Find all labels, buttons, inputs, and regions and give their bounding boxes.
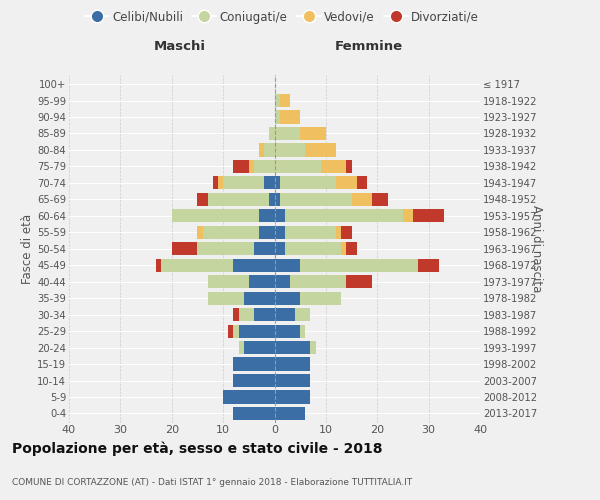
Bar (346, 160, 352, 173)
Bar (403, 209, 413, 222)
Bar (208, 292, 244, 304)
Bar (264, 144, 275, 156)
Bar (197, 242, 254, 256)
Bar (300, 127, 326, 140)
Bar (269, 127, 275, 140)
Bar (239, 308, 254, 321)
Bar (208, 193, 269, 206)
Bar (264, 176, 275, 190)
Bar (413, 209, 444, 222)
Bar (285, 242, 341, 256)
Bar (254, 160, 275, 173)
Bar (372, 193, 388, 206)
Bar (280, 193, 352, 206)
Bar (275, 176, 280, 190)
Bar (300, 258, 418, 272)
Bar (305, 144, 336, 156)
Bar (275, 341, 310, 354)
Bar (233, 324, 239, 338)
Text: Popolazione per età, sesso e stato civile - 2018: Popolazione per età, sesso e stato civil… (12, 441, 383, 456)
Bar (233, 308, 239, 321)
Bar (275, 275, 290, 288)
Bar (269, 193, 275, 206)
Bar (275, 110, 280, 124)
Text: COMUNE DI CORTAZZONE (AT) - Dati ISTAT 1° gennaio 2018 - Elaborazione TUTTITALIA: COMUNE DI CORTAZZONE (AT) - Dati ISTAT 1… (12, 478, 412, 487)
Bar (259, 209, 275, 222)
Bar (244, 292, 275, 304)
Bar (275, 324, 300, 338)
Bar (172, 209, 259, 222)
Bar (223, 390, 275, 404)
Bar (233, 407, 275, 420)
Bar (275, 226, 285, 239)
Bar (280, 94, 290, 107)
Bar (275, 144, 305, 156)
Bar (300, 292, 341, 304)
Bar (275, 193, 280, 206)
Bar (280, 176, 336, 190)
Bar (213, 176, 218, 190)
Text: Femmine: Femmine (335, 40, 403, 52)
Bar (275, 407, 305, 420)
Bar (197, 193, 208, 206)
Bar (356, 176, 367, 190)
Bar (352, 193, 372, 206)
Bar (275, 242, 285, 256)
Bar (300, 324, 305, 338)
Bar (239, 341, 244, 354)
Bar (275, 94, 280, 107)
Y-axis label: Anni di nascita: Anni di nascita (530, 205, 543, 292)
Bar (249, 275, 275, 288)
Bar (172, 242, 197, 256)
Bar (239, 324, 275, 338)
Y-axis label: Fasce di età: Fasce di età (22, 214, 34, 284)
Bar (223, 176, 264, 190)
Bar (254, 242, 275, 256)
Bar (275, 374, 310, 387)
Bar (346, 242, 356, 256)
Bar (310, 341, 316, 354)
Bar (275, 390, 310, 404)
Bar (285, 226, 336, 239)
Bar (259, 226, 275, 239)
Bar (203, 226, 259, 239)
Bar (254, 308, 275, 321)
Bar (341, 226, 352, 239)
Bar (233, 374, 275, 387)
Bar (275, 258, 300, 272)
Bar (233, 258, 275, 272)
Bar (280, 110, 300, 124)
Bar (161, 258, 233, 272)
Legend: Celibi/Nubili, Coniugati/e, Vedovi/e, Divorziati/e: Celibi/Nubili, Coniugati/e, Vedovi/e, Di… (80, 6, 484, 28)
Bar (275, 358, 310, 370)
Bar (249, 160, 254, 173)
Bar (233, 358, 275, 370)
Bar (346, 275, 372, 288)
Bar (285, 209, 403, 222)
Bar (197, 226, 203, 239)
Bar (336, 176, 356, 190)
Text: Maschi: Maschi (154, 40, 206, 52)
Bar (418, 258, 439, 272)
Bar (228, 324, 233, 338)
Bar (275, 209, 285, 222)
Bar (218, 176, 223, 190)
Bar (341, 242, 346, 256)
Bar (295, 308, 310, 321)
Bar (290, 275, 346, 288)
Bar (275, 160, 321, 173)
Bar (244, 341, 275, 354)
Bar (321, 160, 346, 173)
Bar (336, 226, 341, 239)
Bar (275, 127, 300, 140)
Bar (259, 144, 264, 156)
Bar (157, 258, 161, 272)
Bar (233, 160, 249, 173)
Bar (275, 308, 295, 321)
Bar (275, 292, 300, 304)
Bar (208, 275, 249, 288)
